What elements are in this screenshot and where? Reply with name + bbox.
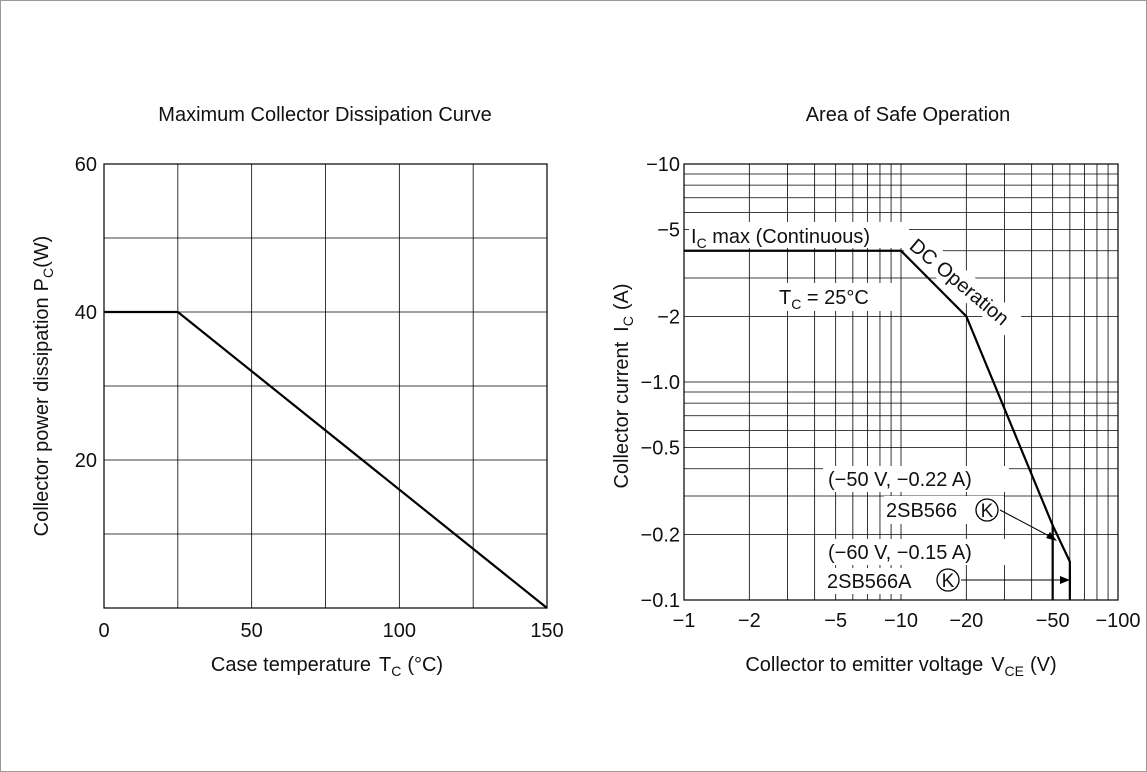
ic-max-label-bg: [689, 222, 909, 248]
ic-max-label: IC max (Continuous): [691, 226, 870, 251]
device2-mark-circle: [936, 568, 960, 592]
point2-label-bg: [823, 539, 1009, 565]
x-tick-label: −1: [673, 610, 696, 632]
x-tick-label: 150: [530, 620, 563, 642]
dissipation-chart-title: Maximum Collector Dissipation Curve: [158, 104, 491, 126]
safe-operation-y-axis-label: Collector currentIC(A): [611, 283, 636, 488]
device2-label: 2SB566A: [827, 571, 912, 593]
y-tick-label: −5: [657, 220, 680, 242]
device1-mark-circle: [975, 498, 999, 522]
x-tick-label: −50: [1036, 610, 1070, 632]
x-tick-label: −2: [738, 610, 761, 632]
dc-operation-label-bg: [903, 231, 1023, 337]
y-tick-label: −2: [657, 306, 680, 328]
y-tick-label: 20: [75, 450, 97, 472]
y-tick-label: −0.1: [641, 590, 680, 612]
safe-operation-chart-title: Area of Safe Operation: [806, 104, 1011, 126]
x-tick-label: −5: [824, 610, 847, 632]
device1-leader-line: [999, 509, 1052, 538]
dissipation-chart: Maximum Collector Dissipation Curve 20 40…: [31, 104, 564, 679]
y-tick-label: 40: [75, 302, 97, 324]
dissipation-curve: [104, 310, 548, 609]
dissipation-x-axis-label: Case temperature TC (°C): [211, 654, 443, 679]
safe-operation-x-ticks: −1 −2 −5 −10 −20 −50 −100: [673, 610, 1141, 632]
x-tick-label: −10: [884, 610, 918, 632]
y-tick-label: −10: [646, 154, 680, 176]
y-tick-label: −0.5: [641, 438, 680, 460]
dc-operation-label: DC Operation: [905, 235, 1013, 330]
y-tick-label: −1.0: [641, 372, 680, 394]
y-tick-label: 60: [75, 154, 97, 176]
safe-operation-x-axis-label: Collector to emitter voltage VCE (V): [745, 654, 1056, 679]
point1-label-bg: [823, 466, 1009, 492]
device1-label-bg: [884, 496, 1004, 524]
device2-mark: K: [942, 571, 955, 592]
x-tick-label: −100: [1095, 610, 1140, 632]
point1-label: (−50 V, −0.22 A): [828, 469, 972, 491]
x-tick-label: 0: [98, 620, 109, 642]
y-tick-label: −0.2: [641, 524, 680, 546]
safe-operation-chart: Area of Safe Operation −0.1−0.2−0.5−1.0−…: [611, 104, 1141, 679]
dissipation-grid: [103, 163, 548, 609]
x-tick-label: −20: [949, 610, 983, 632]
point2-label: (−60 V, −0.15 A): [828, 542, 972, 564]
device2-arrowhead: [1060, 576, 1070, 584]
tc-label-bg: [776, 283, 892, 311]
plot-border: [103, 163, 548, 609]
device1-mark: K: [981, 501, 994, 522]
safe-operation-boundary-2sb566a: [1051, 524, 1071, 600]
safe-operation-y-ticks: −0.1 −0.2 −0.5 −1.0 −2 −5 −10: [641, 154, 680, 612]
dissipation-x-ticks: 0 50 100 150: [98, 620, 563, 642]
x-tick-label: 100: [383, 620, 416, 642]
dissipation-y-axis-label: Collector power dissipationPC(W): [31, 236, 56, 537]
device1-label: 2SB566: [886, 500, 957, 522]
device1-arrowhead: [1046, 532, 1057, 541]
plot-border: [683, 163, 1119, 601]
safe-operation-boundary-2sb566: [684, 249, 1054, 600]
tc-label: TC = 25°C: [779, 287, 869, 312]
x-tick-label: 50: [241, 620, 263, 642]
dissipation-y-ticks: 20 40 60: [75, 154, 97, 472]
